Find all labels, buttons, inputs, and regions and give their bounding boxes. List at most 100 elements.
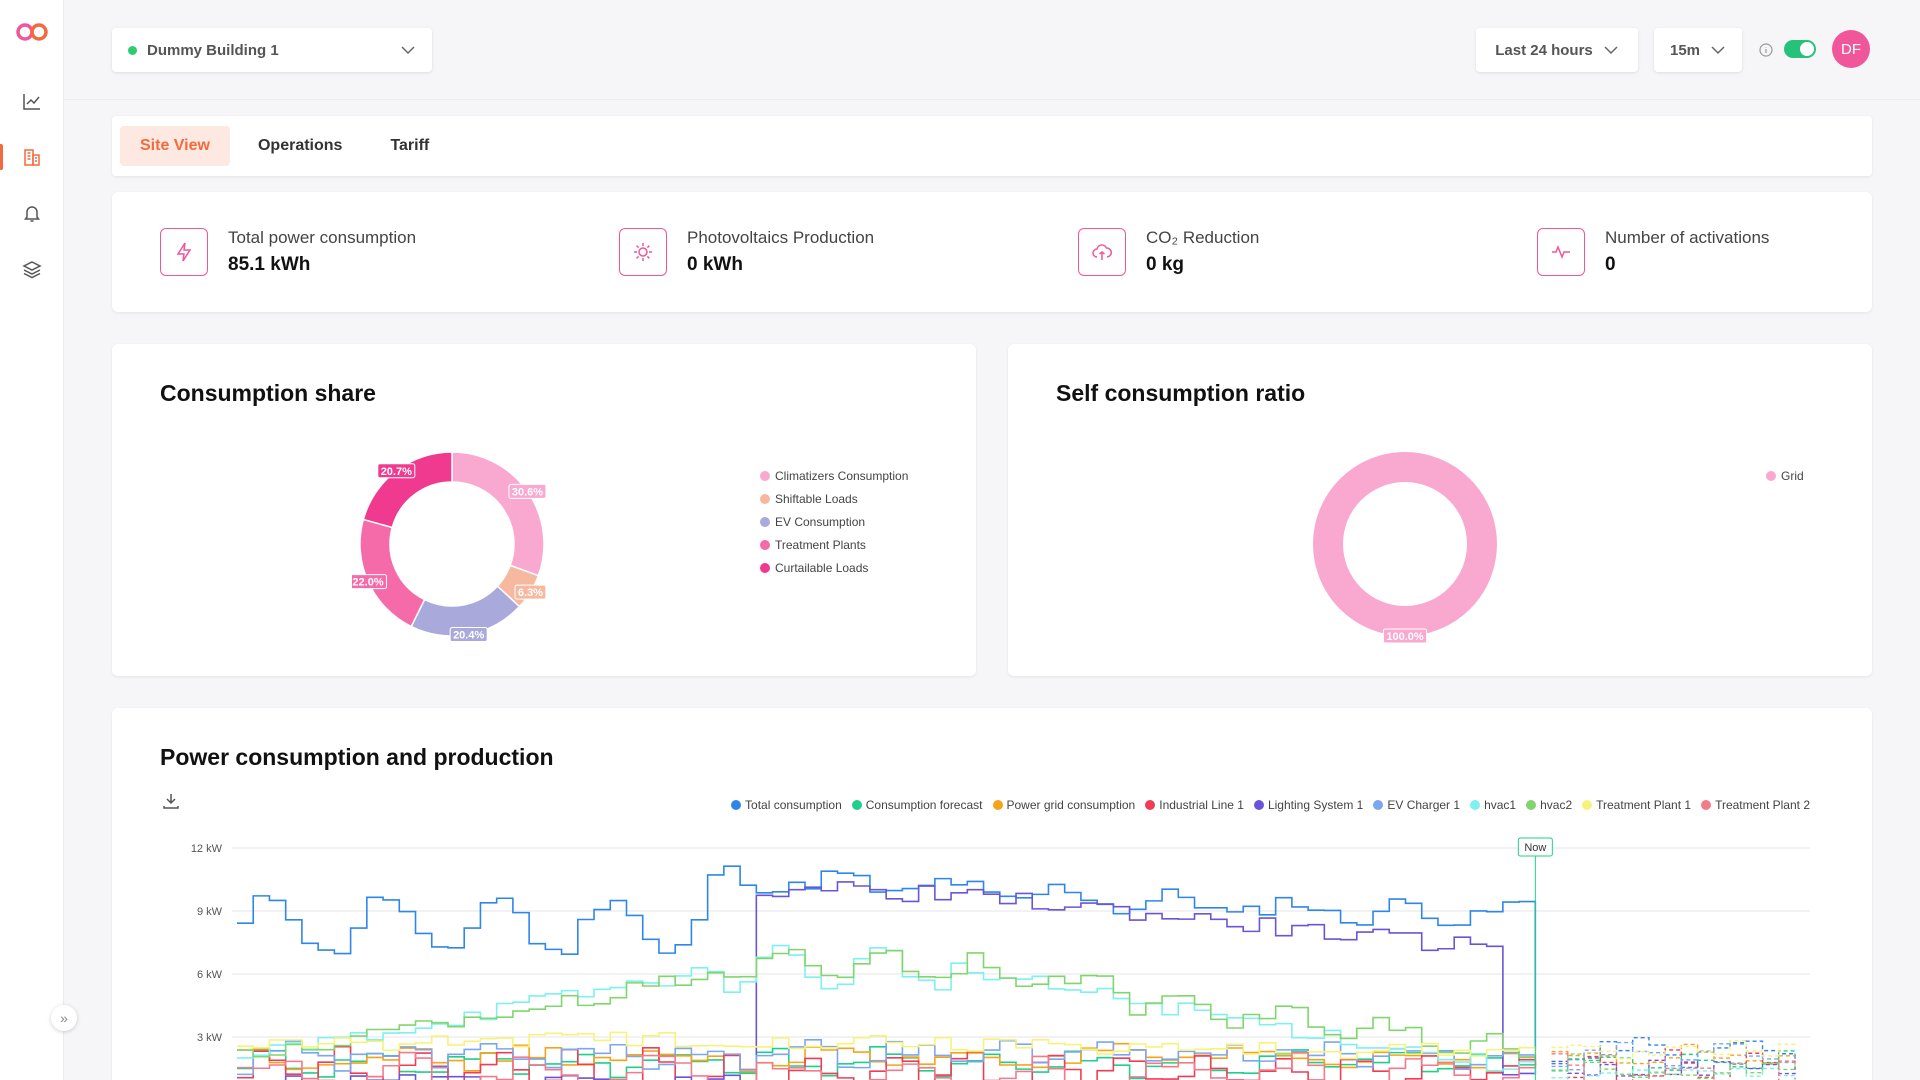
chevron-down-icon [401,46,415,55]
legend-dot [760,539,770,550]
forecast-line[interactable] [1551,1053,1796,1079]
legend-item[interactable]: Power grid consumption [992,798,1135,812]
header-divider [64,99,1920,100]
svg-text:20.4%: 20.4% [453,629,484,641]
power-line-chart: 12 kW 9 kW 6 kW 3 kW Now [191,837,1810,1080]
sidebar: » [0,0,77,1080]
kpi-value: 0 kWh [687,254,743,275]
legend-dot [1526,800,1537,810]
legend-dot [992,800,1003,810]
legend-label: hvac2 [1540,798,1573,812]
consumption-share-legend: Climatizers Consumption Shiftable Loads EV… [760,464,908,579]
legend-label: Grid [1781,468,1804,483]
series-line[interactable] [237,1051,1537,1080]
card-title: Consumption share [160,380,376,406]
power-chart-card: Power consumption and production Total c… [112,708,1872,1080]
legend-item[interactable]: Curtailable Loads [760,556,908,579]
interval-label: 15m [1669,41,1701,59]
forecast-line[interactable] [1551,1040,1796,1060]
legend-label: Treatment Plant 1 [1596,798,1692,812]
legend-label: Total consumption [745,798,842,812]
series-line[interactable] [237,881,1537,1080]
donut-data-label: 30.6% [508,483,547,499]
legend-item[interactable]: Total consumption [731,798,842,812]
donut-data-label: 20.7% [377,463,416,479]
sun-icon [634,243,652,261]
user-avatar[interactable]: DF [1832,30,1870,68]
legend-item[interactable]: hvac1 [1470,798,1516,812]
consumption-share-card: Consumption share 30.6% 6.3% 20.4% 22.0% 20.… [112,344,976,676]
legend-item[interactable]: Industrial Line 1 [1145,798,1244,812]
forecast-line[interactable] [1551,1053,1796,1080]
kpi-icon-box [160,228,208,276]
legend-dot [760,493,770,504]
double-chevron-right-icon: » [60,1010,68,1026]
legend-item[interactable]: Lighting System 1 [1253,798,1364,812]
download-icon[interactable] [162,792,180,810]
chevron-down-icon [1604,46,1618,55]
y-tick-label: 9 kW [197,906,223,918]
legend-label: Lighting System 1 [1267,798,1364,812]
legend-item[interactable]: Consumption forecast [851,798,983,812]
kpi-co2-reduction: CO₂ Reduction 0 kg [1078,228,1259,276]
legend-item[interactable]: EV Consumption [760,510,908,533]
sidebar-item-analytics[interactable] [0,78,64,124]
svg-text:Now: Now [1524,842,1546,854]
legend-dot [731,800,742,810]
kpi-icon-box [619,228,667,276]
legend-dot [1766,470,1776,481]
svg-text:20.7%: 20.7% [381,466,412,478]
donut-slice-4[interactable] [362,451,453,529]
sidebar-item-buildings[interactable] [0,134,64,180]
svg-text:100.0%: 100.0% [1386,631,1424,643]
legend-item[interactable]: Treatment Plant 2 [1701,798,1810,812]
building-select-label: Dummy Building 1 [147,41,279,59]
y-tick-label: 12 kW [191,843,223,855]
cloud-leaf-icon [1092,244,1112,260]
kpi-label: CO₂ Reduction [1146,228,1260,247]
legend-item[interactable]: Treatment Plants [760,533,908,556]
legend-dot [1582,800,1593,810]
building-select[interactable]: Dummy Building 1 [112,28,432,72]
interval-select[interactable]: 15m [1654,28,1742,72]
donut-slice-0[interactable] [451,451,545,577]
live-toggle[interactable] [1784,40,1816,58]
self-consumption-legend: Grid [1766,464,1804,487]
chevron-down-icon [1711,46,1725,55]
legend-item[interactable]: Grid [1766,464,1804,487]
info-icon[interactable] [1758,42,1774,58]
legend-label: hvac1 [1484,798,1517,812]
tab-site-view[interactable]: Site View [120,126,230,166]
forecast-line[interactable] [1551,1041,1796,1071]
legend-dot [851,800,862,810]
tab-tariff[interactable]: Tariff [390,137,430,154]
logo-icon[interactable] [15,22,49,42]
sidebar-item-layers[interactable] [0,246,64,292]
legend-item[interactable]: Shiftable Loads [760,487,908,510]
series-line[interactable] [237,948,1537,1066]
layers-icon [22,261,42,279]
legend-item[interactable]: Climatizers Consumption [760,464,908,487]
legend-item[interactable]: Treatment Plant 1 [1582,798,1691,812]
donut-slice-3[interactable] [359,518,426,628]
time-range-select[interactable]: Last 24 hours [1476,28,1638,72]
building-icon [24,149,40,166]
donut-data-label: 100.0% [1382,628,1428,644]
kpi-icon-box [1078,228,1126,276]
expand-sidebar-button[interactable]: » [51,1005,77,1031]
sidebar-item-alerts[interactable] [0,190,64,236]
tab-bar: Site View Operations Tariff [112,116,1872,176]
bolt-icon [176,242,192,262]
legend-label: EV Consumption [775,514,866,529]
y-tick-label: 6 kW [197,969,223,981]
forecast-line[interactable] [1552,1049,1796,1080]
legend-item[interactable]: hvac2 [1526,798,1572,812]
tab-operations[interactable]: Operations [257,137,343,154]
legend-item[interactable]: EV Charger 1 [1373,798,1460,812]
kpi-total-power: Total power consumption 85.1 kWh [160,228,416,276]
donut-slice-0[interactable] [1313,452,1497,636]
consumption-share-donut: 30.6% 6.3% 20.4% 22.0% 20.7% [352,451,547,642]
donut-data-label: 6.3% [514,584,547,600]
legend-dot [1470,800,1481,810]
series-line[interactable] [237,1031,1537,1060]
